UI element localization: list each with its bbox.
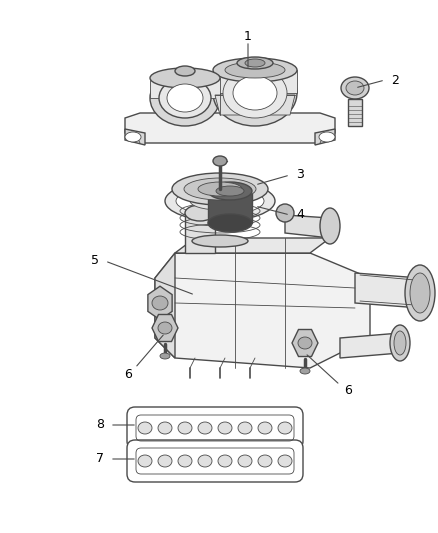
Ellipse shape <box>208 214 252 232</box>
Ellipse shape <box>208 182 252 200</box>
Polygon shape <box>152 314 178 342</box>
Ellipse shape <box>319 132 335 142</box>
Ellipse shape <box>258 455 272 467</box>
Ellipse shape <box>223 68 287 118</box>
FancyBboxPatch shape <box>127 407 303 449</box>
Ellipse shape <box>346 81 364 95</box>
Polygon shape <box>213 70 297 93</box>
Ellipse shape <box>300 368 310 374</box>
Ellipse shape <box>138 455 152 467</box>
Polygon shape <box>148 286 172 320</box>
Text: 7: 7 <box>96 453 104 465</box>
Ellipse shape <box>150 68 220 88</box>
Text: 3: 3 <box>296 168 304 182</box>
Ellipse shape <box>213 58 297 82</box>
Ellipse shape <box>190 192 250 210</box>
Polygon shape <box>340 333 400 358</box>
Ellipse shape <box>198 455 212 467</box>
Text: 5: 5 <box>91 254 99 268</box>
Ellipse shape <box>152 296 168 310</box>
Ellipse shape <box>216 186 244 196</box>
Ellipse shape <box>158 422 172 434</box>
Text: 6: 6 <box>344 384 352 398</box>
Text: 6: 6 <box>124 368 132 382</box>
Ellipse shape <box>218 455 232 467</box>
Polygon shape <box>215 95 295 115</box>
Ellipse shape <box>192 235 248 247</box>
Ellipse shape <box>172 173 268 205</box>
Polygon shape <box>285 215 330 238</box>
Polygon shape <box>155 253 175 358</box>
Ellipse shape <box>175 66 195 76</box>
FancyBboxPatch shape <box>127 440 303 482</box>
Ellipse shape <box>158 322 172 334</box>
Ellipse shape <box>178 422 192 434</box>
Ellipse shape <box>158 455 172 467</box>
Polygon shape <box>125 113 335 143</box>
Ellipse shape <box>237 57 273 69</box>
Ellipse shape <box>233 76 277 110</box>
Text: 1: 1 <box>244 29 252 43</box>
Polygon shape <box>175 238 330 253</box>
Ellipse shape <box>159 78 211 118</box>
Ellipse shape <box>225 62 285 78</box>
Polygon shape <box>292 329 318 357</box>
Polygon shape <box>125 129 145 145</box>
Ellipse shape <box>394 331 406 355</box>
Ellipse shape <box>245 59 265 67</box>
Ellipse shape <box>138 422 152 434</box>
Ellipse shape <box>276 204 294 222</box>
Ellipse shape <box>184 178 256 200</box>
Ellipse shape <box>320 208 340 244</box>
Ellipse shape <box>238 455 252 467</box>
Ellipse shape <box>213 156 227 166</box>
Polygon shape <box>155 253 370 368</box>
Ellipse shape <box>218 422 232 434</box>
Ellipse shape <box>198 182 242 196</box>
Ellipse shape <box>185 205 215 221</box>
Ellipse shape <box>160 353 170 359</box>
Ellipse shape <box>390 325 410 361</box>
Polygon shape <box>315 129 335 145</box>
Text: 4: 4 <box>296 208 304 222</box>
Text: 8: 8 <box>96 418 104 432</box>
Ellipse shape <box>405 265 435 321</box>
Polygon shape <box>185 213 215 253</box>
Ellipse shape <box>341 77 369 99</box>
Text: 2: 2 <box>391 74 399 86</box>
Polygon shape <box>348 99 362 126</box>
Ellipse shape <box>167 84 203 112</box>
Ellipse shape <box>176 187 264 215</box>
Polygon shape <box>150 78 220 98</box>
Ellipse shape <box>198 422 212 434</box>
Bar <box>208 191 252 223</box>
Ellipse shape <box>278 455 292 467</box>
Polygon shape <box>355 273 420 308</box>
Ellipse shape <box>298 337 312 349</box>
Ellipse shape <box>165 181 275 221</box>
Ellipse shape <box>213 60 297 126</box>
Ellipse shape <box>178 455 192 467</box>
Ellipse shape <box>278 422 292 434</box>
Ellipse shape <box>410 273 430 313</box>
Ellipse shape <box>125 132 141 142</box>
Ellipse shape <box>258 422 272 434</box>
Ellipse shape <box>238 422 252 434</box>
Ellipse shape <box>150 70 220 126</box>
